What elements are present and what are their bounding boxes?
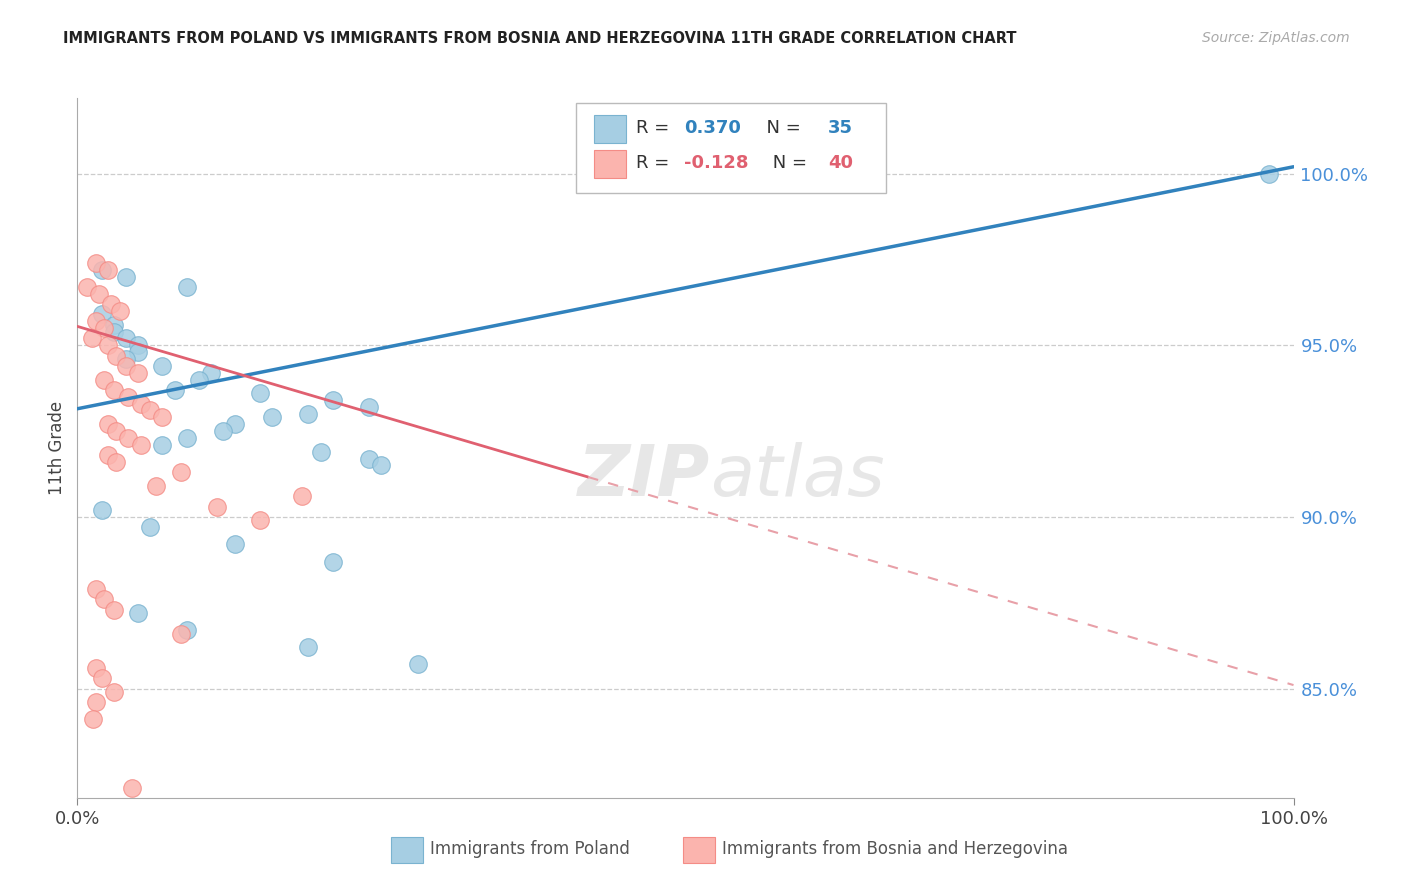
- Point: [103, 602, 125, 616]
- Point: [297, 640, 319, 655]
- Point: [84, 582, 107, 596]
- Point: [224, 537, 246, 551]
- Point: [170, 626, 193, 640]
- Point: [249, 386, 271, 401]
- Point: [291, 489, 314, 503]
- Text: 40: 40: [828, 153, 852, 171]
- Point: [212, 424, 235, 438]
- Point: [152, 438, 174, 452]
- Point: [117, 390, 139, 404]
- Point: [224, 417, 246, 432]
- Text: 0.370: 0.370: [685, 119, 741, 136]
- Text: R =: R =: [636, 153, 675, 171]
- Point: [115, 331, 138, 345]
- Text: atlas: atlas: [710, 442, 884, 511]
- Point: [139, 403, 162, 417]
- Point: [82, 712, 104, 726]
- Point: [115, 269, 138, 284]
- Text: R =: R =: [636, 119, 675, 136]
- Point: [145, 479, 167, 493]
- Text: Immigrants from Bosnia and Herzegovina: Immigrants from Bosnia and Herzegovina: [721, 839, 1069, 858]
- Point: [76, 280, 98, 294]
- Point: [205, 500, 228, 514]
- FancyBboxPatch shape: [576, 103, 886, 193]
- Point: [406, 657, 429, 672]
- Point: [176, 623, 198, 637]
- Text: ZIP: ZIP: [578, 442, 710, 511]
- Point: [322, 554, 344, 568]
- Point: [97, 262, 120, 277]
- Point: [84, 256, 107, 270]
- Point: [97, 338, 120, 352]
- Point: [89, 286, 111, 301]
- FancyBboxPatch shape: [595, 150, 626, 178]
- Point: [90, 503, 112, 517]
- Point: [90, 262, 112, 277]
- FancyBboxPatch shape: [391, 837, 423, 863]
- Point: [103, 325, 125, 339]
- Point: [188, 373, 211, 387]
- Point: [93, 373, 115, 387]
- Text: Source: ZipAtlas.com: Source: ZipAtlas.com: [1202, 31, 1350, 45]
- Point: [105, 455, 128, 469]
- Point: [108, 304, 131, 318]
- Point: [370, 458, 392, 473]
- Point: [170, 465, 193, 479]
- Point: [84, 314, 107, 328]
- Point: [260, 410, 283, 425]
- Point: [90, 307, 112, 321]
- Point: [117, 431, 139, 445]
- Point: [1258, 167, 1281, 181]
- FancyBboxPatch shape: [683, 837, 714, 863]
- Point: [80, 331, 103, 345]
- Point: [129, 438, 152, 452]
- Point: [105, 349, 128, 363]
- Point: [105, 424, 128, 438]
- Point: [359, 400, 381, 414]
- Point: [93, 592, 115, 607]
- Point: [309, 444, 332, 458]
- Point: [152, 410, 174, 425]
- Point: [127, 366, 149, 380]
- Text: -0.128: -0.128: [685, 153, 749, 171]
- Point: [127, 606, 149, 620]
- Y-axis label: 11th Grade: 11th Grade: [48, 401, 66, 495]
- Point: [121, 780, 143, 795]
- Point: [163, 383, 186, 397]
- Point: [115, 351, 138, 366]
- Point: [84, 661, 107, 675]
- Text: 35: 35: [828, 119, 852, 136]
- Point: [103, 685, 125, 699]
- Point: [139, 520, 162, 534]
- Point: [97, 417, 120, 432]
- Text: N =: N =: [755, 119, 806, 136]
- Point: [359, 451, 381, 466]
- Point: [103, 318, 125, 332]
- Point: [93, 321, 115, 335]
- Point: [129, 396, 152, 410]
- Point: [176, 431, 198, 445]
- Point: [152, 359, 174, 373]
- Text: N =: N =: [766, 153, 813, 171]
- Point: [127, 338, 149, 352]
- Point: [100, 297, 122, 311]
- Point: [84, 695, 107, 709]
- Point: [103, 383, 125, 397]
- Point: [176, 280, 198, 294]
- Point: [322, 393, 344, 408]
- Point: [90, 671, 112, 685]
- Point: [297, 407, 319, 421]
- Point: [115, 359, 138, 373]
- Text: Immigrants from Poland: Immigrants from Poland: [430, 839, 630, 858]
- Text: IMMIGRANTS FROM POLAND VS IMMIGRANTS FROM BOSNIA AND HERZEGOVINA 11TH GRADE CORR: IMMIGRANTS FROM POLAND VS IMMIGRANTS FRO…: [63, 31, 1017, 46]
- Point: [249, 513, 271, 527]
- Point: [127, 345, 149, 359]
- Point: [200, 366, 222, 380]
- Point: [97, 448, 120, 462]
- FancyBboxPatch shape: [595, 115, 626, 143]
